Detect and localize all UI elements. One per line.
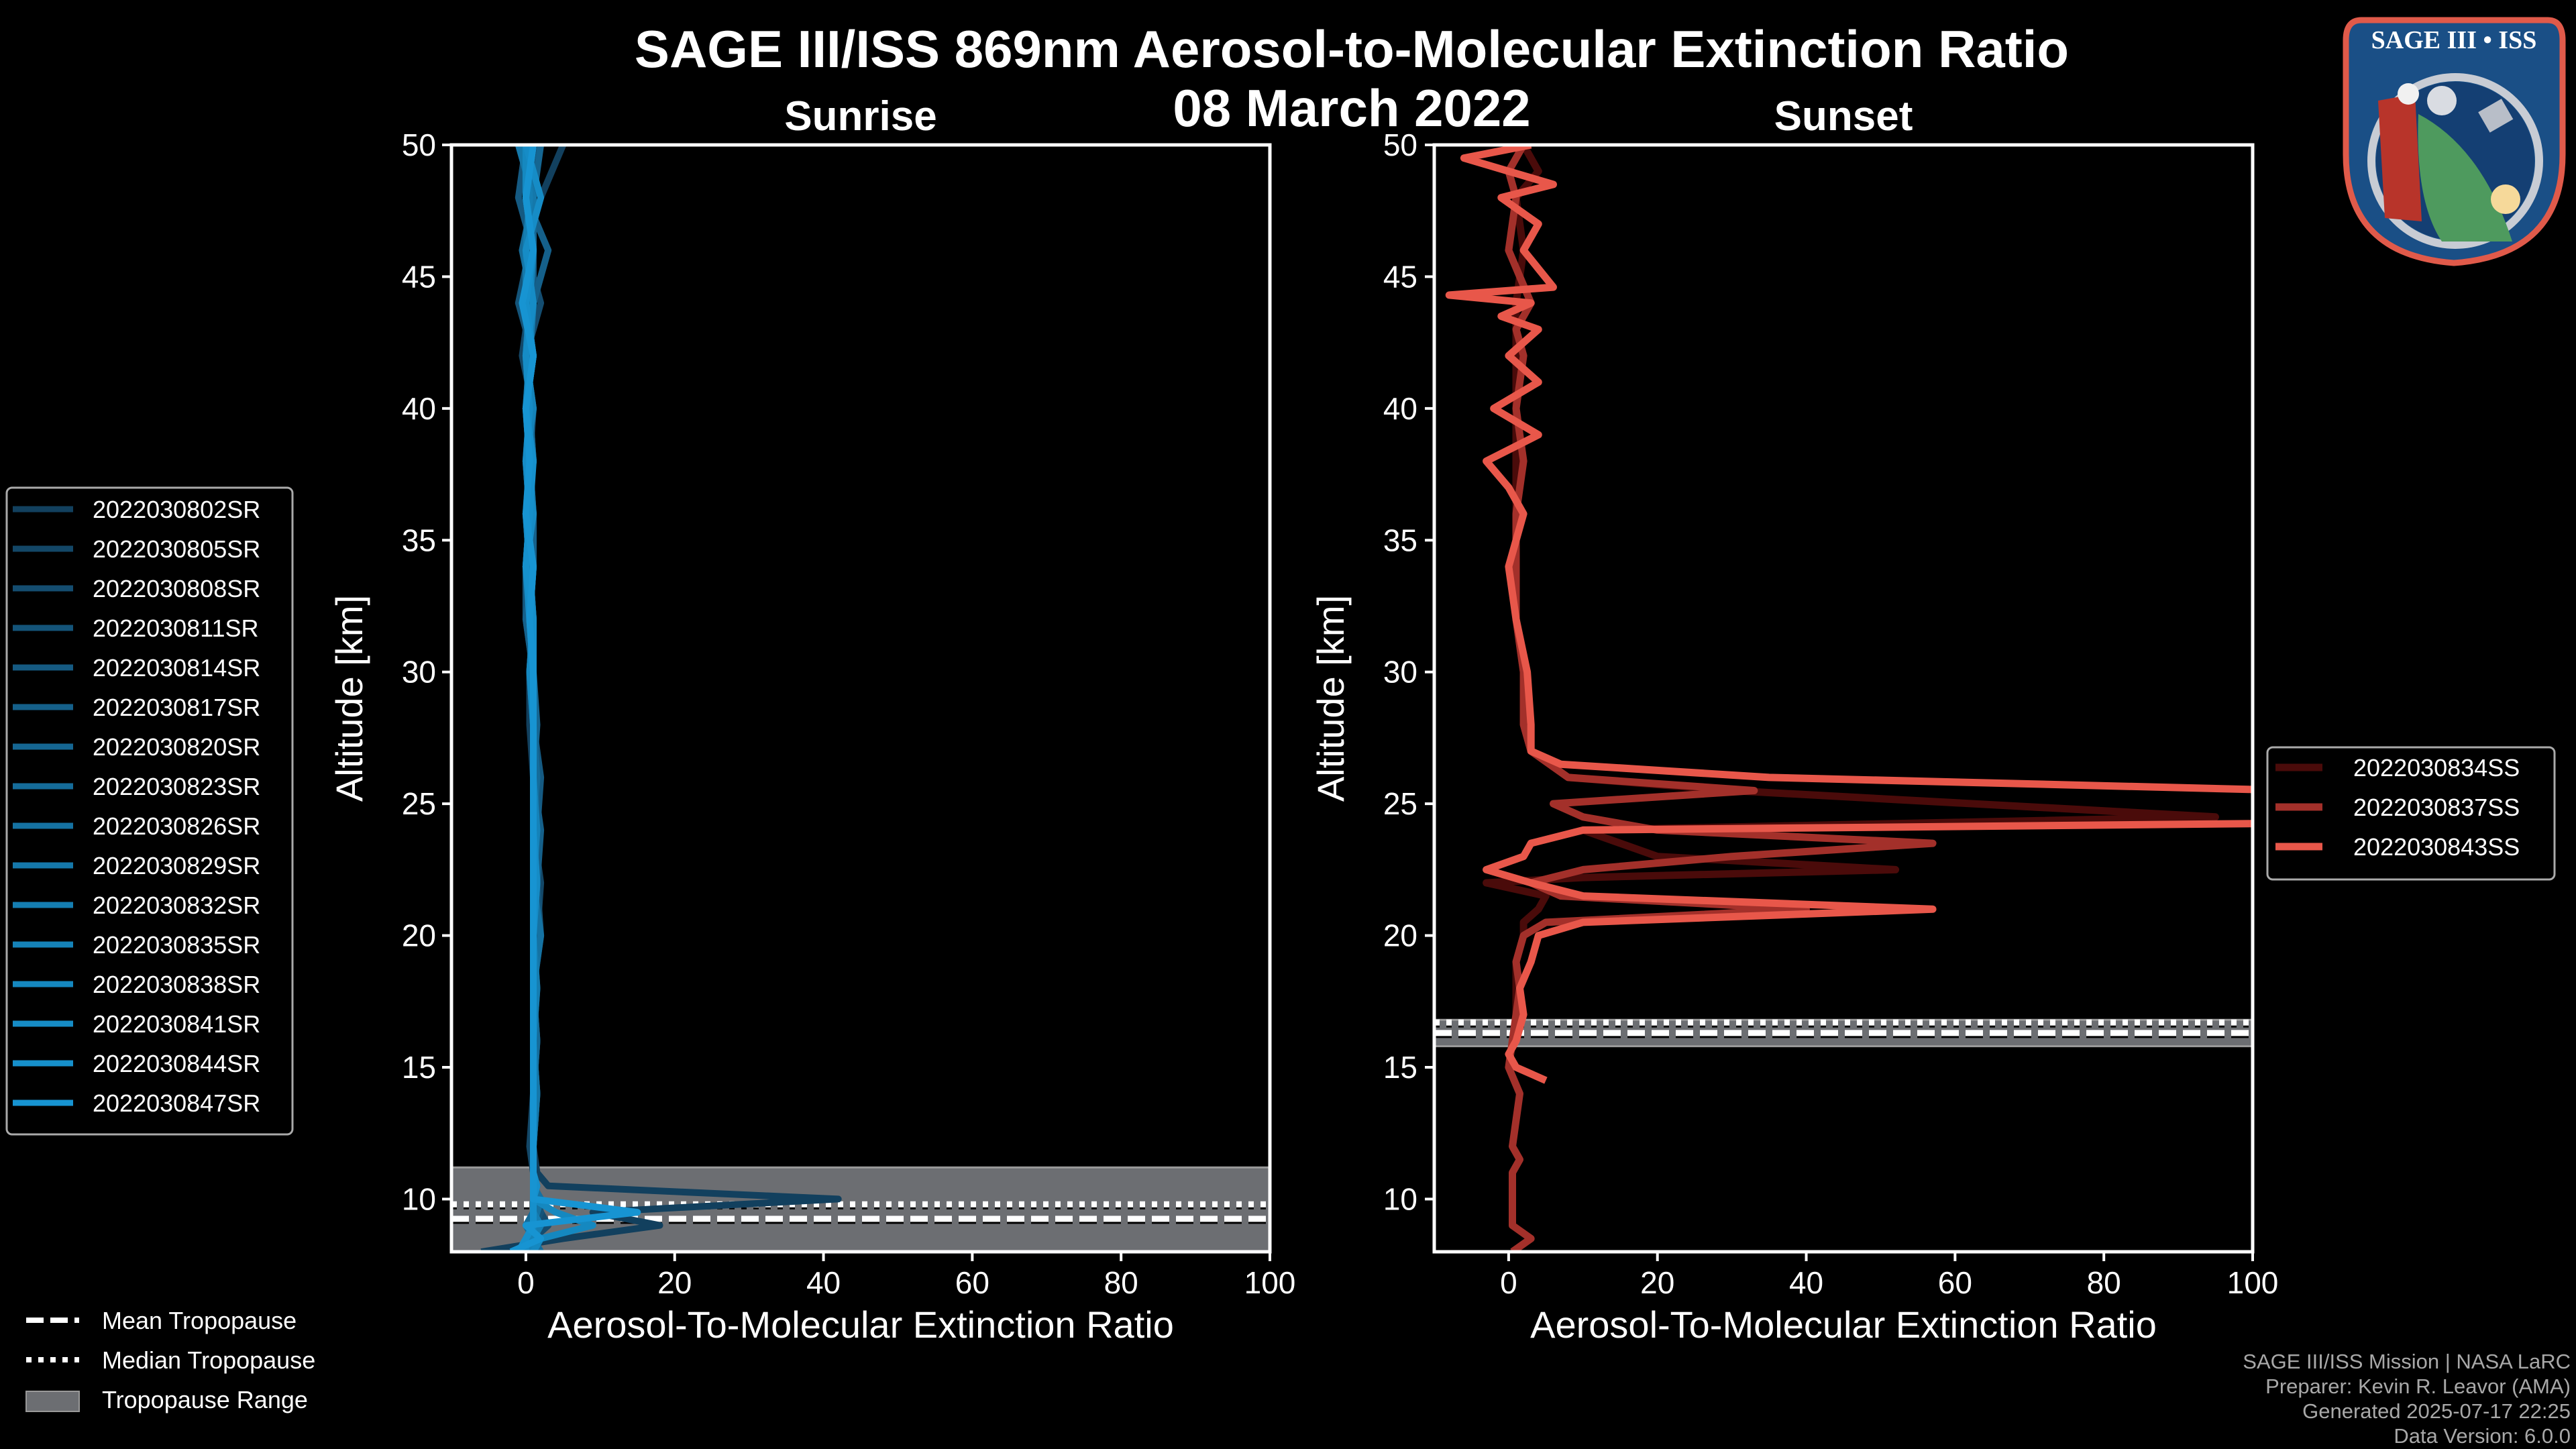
y-tick-label: 20 [402,918,436,953]
x-tick-label: 100 [1244,1265,1296,1300]
legend-label: 2022030823SR [93,773,260,800]
chart-date: 08 March 2022 [1173,78,1530,138]
footer-mission: SAGE III/ISS Mission | NASA LaRC [2243,1350,2571,1373]
y-tick-label: 30 [402,655,436,690]
y-tick-label: 10 [1383,1181,1417,1216]
axes-frame [1432,143,2255,1254]
y-tick-label: 50 [402,127,436,162]
sunset-panel: 0 20 40 60 80 100 10 15 20 25 30 35 40 45 50 Aerosol-To… [1309,127,2279,1346]
y-tick-label: 15 [402,1050,436,1085]
x-tick-label: 20 [657,1265,692,1300]
legend-label: 2022030841SR [93,1010,260,1038]
y-tick-label: 40 [402,391,436,426]
sunset-legend: 2022030834SS 2022030837SS 2022030843SS [2266,746,2556,881]
legend-label: 2022030814SR [93,654,260,682]
y-tick-label: 20 [1383,918,1417,953]
legend-label: 2022030847SR [93,1089,260,1117]
legend-label: 2022030820SR [93,733,260,761]
series-group [480,145,842,1252]
y-tick-label: 50 [1383,127,1417,162]
series-line-2022030843SS [1445,145,2253,1084]
legend-label: 2022030843SS [2353,833,2520,861]
y-tick-label: 45 [1383,259,1417,294]
x-tick-label: 80 [1104,1265,1138,1300]
y-tick-label: 35 [402,523,436,557]
sunrise-legend: 2022030802SR 2022030805SR 2022030808SR 2022… [5,486,294,1136]
legend-label: 2022030832SR [93,892,260,919]
x-tick-label: 0 [517,1265,535,1300]
series-line-2022030847SR [509,145,641,1252]
x-tick-label: 20 [1640,1265,1674,1300]
x-tick-label: 0 [1500,1265,1517,1300]
legend-label: 2022030835SR [93,931,260,959]
y-tick-label: 45 [402,259,436,294]
y-axis-label: Altitude [km] [1309,595,1352,802]
legend-box [2266,746,2556,881]
legend-label: 2022030834SS [2353,754,2520,782]
y-tick-label: 35 [1383,523,1417,557]
legend-label: 2022030829SR [93,852,260,879]
legend-label: 2022030811SR [93,614,259,642]
y-tick-label: 25 [402,786,436,821]
legend-label: 2022030817SR [93,694,260,721]
y-tick-label: 10 [402,1181,436,1216]
legend-label: 2022030808SR [93,575,260,602]
footer-preparer: Preparer: Kevin R. Leavor (AMA) [2265,1375,2571,1398]
x-tick-label: 60 [1938,1265,1972,1300]
tropopause-range-swatch [25,1391,80,1412]
x-axis-label: Aerosol-To-Molecular Extinction Ratio [547,1303,1174,1346]
x-axis-label: Aerosol-To-Molecular Extinction Ratio [1530,1303,2157,1346]
tropopause-range-label: Tropopause Range [102,1386,308,1413]
footer-data-version: Data Version: 6.0.0 [2394,1424,2571,1448]
legend-box [5,486,294,1136]
x-tick-label: 40 [806,1265,841,1300]
panel-subtitle-sunrise: Sunrise [784,93,936,140]
logo-title: SAGE III • ISS [2371,26,2537,54]
chart-title: SAGE III/ISS 869nm Aerosol-to-Molecular … [635,19,2069,78]
y-axis-label: Altitude [km] [328,595,370,802]
y-tick-label: 15 [1383,1050,1417,1085]
tropopause-legend: Mean Tropopause Median Tropopause Tropop… [25,1307,315,1413]
legend-label: 2022030837SS [2353,794,2520,821]
x-tick-label: 80 [2087,1265,2121,1300]
sunrise-panel: 0 20 40 60 80 100 10 15 20 25 30 35 40 45 50 Aerosol-To… [328,127,1295,1346]
y-tick-label: 40 [1383,391,1417,426]
legend-label: 2022030844SR [93,1050,260,1077]
sage-iii-iss-logo: SAGE III • ISS [2343,17,2566,266]
x-tick-label: 100 [2227,1265,2279,1300]
legend-label: 2022030838SR [93,971,260,998]
y-tick-label: 25 [1383,786,1417,821]
series-group [1445,145,2253,1252]
axes-frame [449,143,1272,1254]
legend-label: 2022030826SR [93,812,260,840]
x-tick-label: 40 [1789,1265,1823,1300]
footer: SAGE III/ISS Mission | NASA LaRC Prepare… [2243,1350,2571,1448]
legend-label: 2022030805SR [93,535,260,563]
legend-label: 2022030802SR [93,496,260,523]
footer-generated: Generated 2025-07-17 22:25 [2302,1399,2571,1423]
x-tick-label: 60 [955,1265,989,1300]
y-tick-label: 30 [1383,655,1417,690]
series-line-2022030837SS [1505,145,1937,1252]
mean-tropopause-label: Mean Tropopause [102,1307,297,1334]
panel-subtitle-sunset: Sunset [1774,93,1913,140]
median-tropopause-label: Median Tropopause [102,1346,315,1374]
